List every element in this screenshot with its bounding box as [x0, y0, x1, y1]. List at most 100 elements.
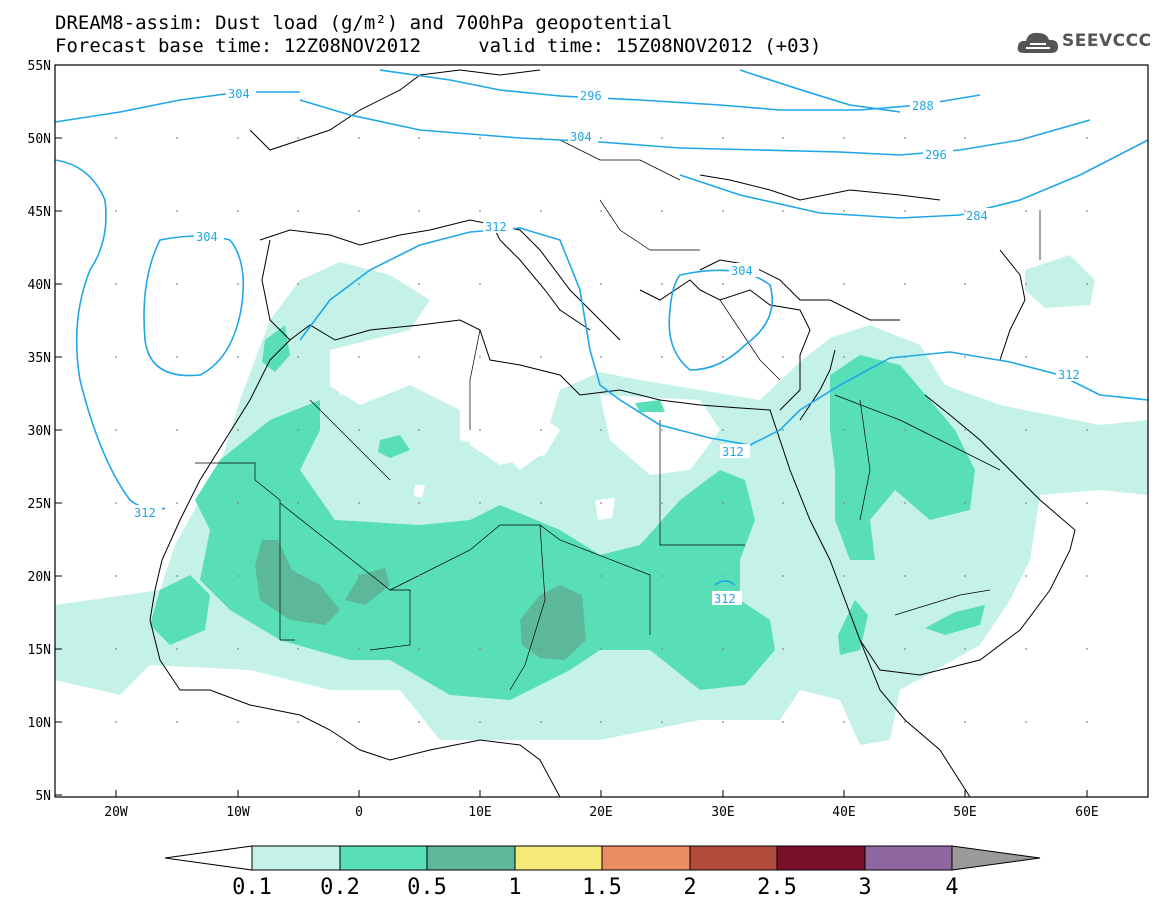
grid-dot	[358, 721, 360, 723]
colorbar-segment	[601, 845, 691, 871]
grid-dot	[115, 283, 117, 285]
lat-label: 35N	[28, 351, 51, 366]
grid-dot	[358, 137, 360, 139]
grid-dot	[358, 575, 360, 577]
grid-dot	[600, 356, 602, 358]
colorbar-segment	[776, 845, 866, 871]
lat-label: 15N	[28, 643, 51, 658]
grid-dot	[237, 575, 239, 577]
grid-dot	[540, 429, 542, 431]
colorbar-extend-low	[164, 845, 253, 871]
dust-layer-high	[255, 540, 586, 660]
grid-dot	[843, 356, 845, 358]
colorbar: 0.1 0.2 0.5 1 1.5 2 2.5 3 4	[164, 845, 1041, 900]
grid-dot	[479, 502, 481, 504]
grid-dot	[1086, 283, 1088, 285]
grid-dot	[115, 356, 117, 358]
grid-dot	[358, 283, 360, 285]
colorbar-segment	[426, 845, 516, 871]
grid-dot	[418, 210, 420, 212]
grid-dot	[964, 137, 966, 139]
grid-dot	[904, 575, 906, 577]
grid-dot	[479, 575, 481, 577]
grid-dot	[1086, 721, 1088, 723]
lat-label: 25N	[28, 497, 51, 512]
grid-dot	[176, 502, 178, 504]
cloud-icon	[1017, 32, 1058, 53]
grid-dot	[661, 356, 663, 358]
coastlines	[149, 69, 1076, 797]
contour-label: 312	[722, 445, 744, 459]
grid-dot	[418, 429, 420, 431]
lon-label: 30E	[711, 805, 734, 820]
grid-dot	[904, 283, 906, 285]
lon-label: 10W	[226, 805, 250, 820]
grid-dot	[661, 210, 663, 212]
grid-dot	[600, 210, 602, 212]
grid-dot	[479, 137, 481, 139]
latitude-axis: 55N 50N 45N 40N 35N 30N 25N 20N 15N 10N …	[28, 59, 62, 804]
grid-dot	[722, 210, 724, 212]
grid-dot	[540, 137, 542, 139]
grid-dot	[843, 502, 845, 504]
grid-dot	[115, 648, 117, 650]
grid-dot	[297, 283, 299, 285]
lat-label: 40N	[28, 278, 51, 293]
colorbar-label: 4	[945, 875, 958, 900]
grid-dot	[964, 429, 966, 431]
colorbar-segment	[864, 845, 953, 871]
contour-label: 304	[196, 230, 218, 244]
grid-dot	[176, 721, 178, 723]
lat-label: 10N	[28, 716, 51, 731]
map-title: DREAM8-assim: Dust load (g/m²) and 700hP…	[55, 12, 673, 34]
colorbar-label: 3	[858, 875, 871, 900]
colorbar-segment	[251, 845, 341, 871]
grid-dot	[600, 502, 602, 504]
grid-dot	[176, 429, 178, 431]
grid-dot	[297, 429, 299, 431]
grid-dot	[176, 283, 178, 285]
grid-dot	[782, 429, 784, 431]
grid-dot	[904, 210, 906, 212]
grid-dot	[237, 429, 239, 431]
grid-dot	[782, 210, 784, 212]
grid-dot	[722, 283, 724, 285]
grid-dot	[843, 210, 845, 212]
grid-dot	[237, 721, 239, 723]
grid-dot	[661, 429, 663, 431]
grid-dot	[782, 502, 784, 504]
grid-dot	[904, 137, 906, 139]
colorbar-label: 2.5	[757, 875, 797, 900]
grid-dot	[1025, 575, 1027, 577]
contour-label: 312	[485, 220, 507, 234]
grid-dot	[540, 283, 542, 285]
grid-dot	[479, 210, 481, 212]
lat-label: 55N	[28, 59, 51, 74]
grid-dot	[782, 356, 784, 358]
colorbar-label: 0.1	[232, 875, 272, 900]
grid-dot	[237, 283, 239, 285]
grid-dot	[358, 648, 360, 650]
grid-dot	[843, 429, 845, 431]
grid-dot	[600, 137, 602, 139]
grid-dot	[964, 283, 966, 285]
grid-dot	[176, 648, 178, 650]
grid-dot	[1086, 502, 1088, 504]
grid-dot	[1025, 648, 1027, 650]
grid-dot	[237, 137, 239, 139]
grid-dot	[661, 648, 663, 650]
grid-dot	[964, 721, 966, 723]
grid-dot	[661, 721, 663, 723]
grid-dot	[418, 502, 420, 504]
grid-dot	[843, 575, 845, 577]
grid-dot	[540, 502, 542, 504]
colorbar-extend-high	[951, 845, 1041, 871]
grid-dot	[782, 721, 784, 723]
grid-dot	[1086, 210, 1088, 212]
contour-label: 296	[580, 89, 602, 103]
grid-dot	[418, 575, 420, 577]
grid-dot	[176, 137, 178, 139]
colorbar-label: 0.5	[407, 875, 447, 900]
grid-dot	[176, 575, 178, 577]
grid-dot	[1086, 137, 1088, 139]
